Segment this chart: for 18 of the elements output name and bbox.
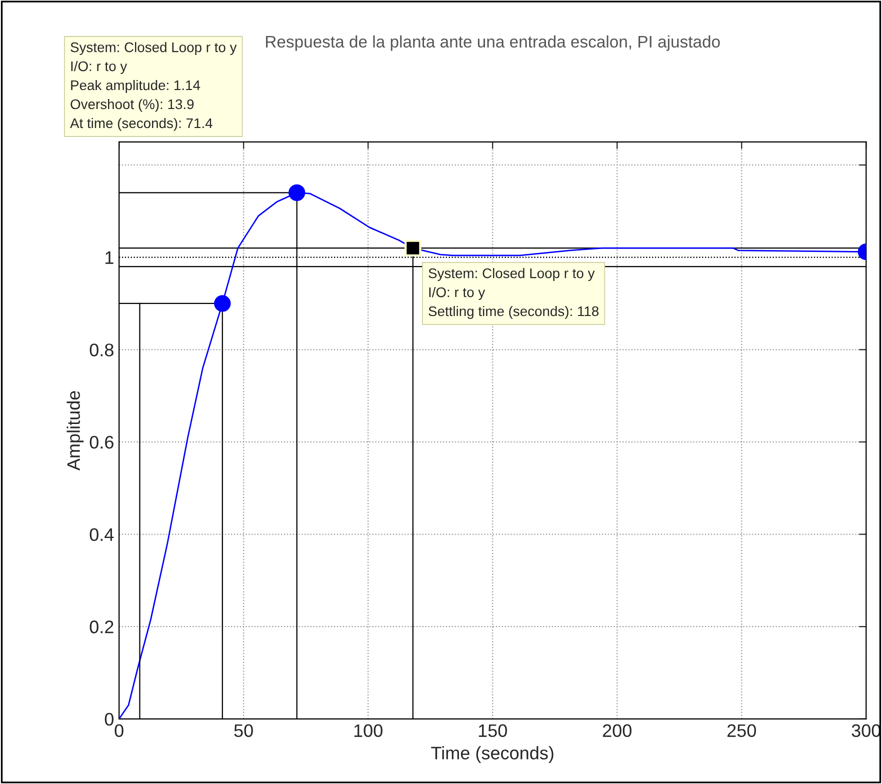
x-tick-label: 300 (852, 724, 880, 738)
y-tick-label: 1 (106, 251, 114, 264)
x-tick-label: 50 (234, 724, 253, 738)
annotation: System: Closed Loop r to y I/O: r to y Settling time (seconds): 118 (428, 268, 599, 319)
y-tick-label: 0.2 (90, 620, 114, 634)
x-tick-label: 250 (727, 724, 756, 738)
text: System: Closed Loop r to y I/O: r to y Peak amplitude: 1.14 Overshoot (%): 13.9 At time (seconds): 71.4 (70, 42, 237, 131)
y-tick-label: 0 (104, 712, 114, 726)
y-tick-label: 0.8 (90, 344, 114, 356)
x-tick-label: 200 (602, 724, 632, 738)
x-tick-label: 0 (114, 724, 124, 738)
chart-title: Respuesta de la planta ante una entrada escalon, PI ajustado (266, 35, 720, 51)
y-tick-label: 0.4 (90, 528, 114, 541)
y-axis-title: Amplitude (66, 391, 84, 471)
x-axis-title: Time (seconds) (431, 746, 554, 763)
y-tick-label: 0.6 (90, 436, 114, 449)
x-tick-label: 150 (478, 724, 507, 738)
x-tick-label: 100 (354, 724, 382, 738)
